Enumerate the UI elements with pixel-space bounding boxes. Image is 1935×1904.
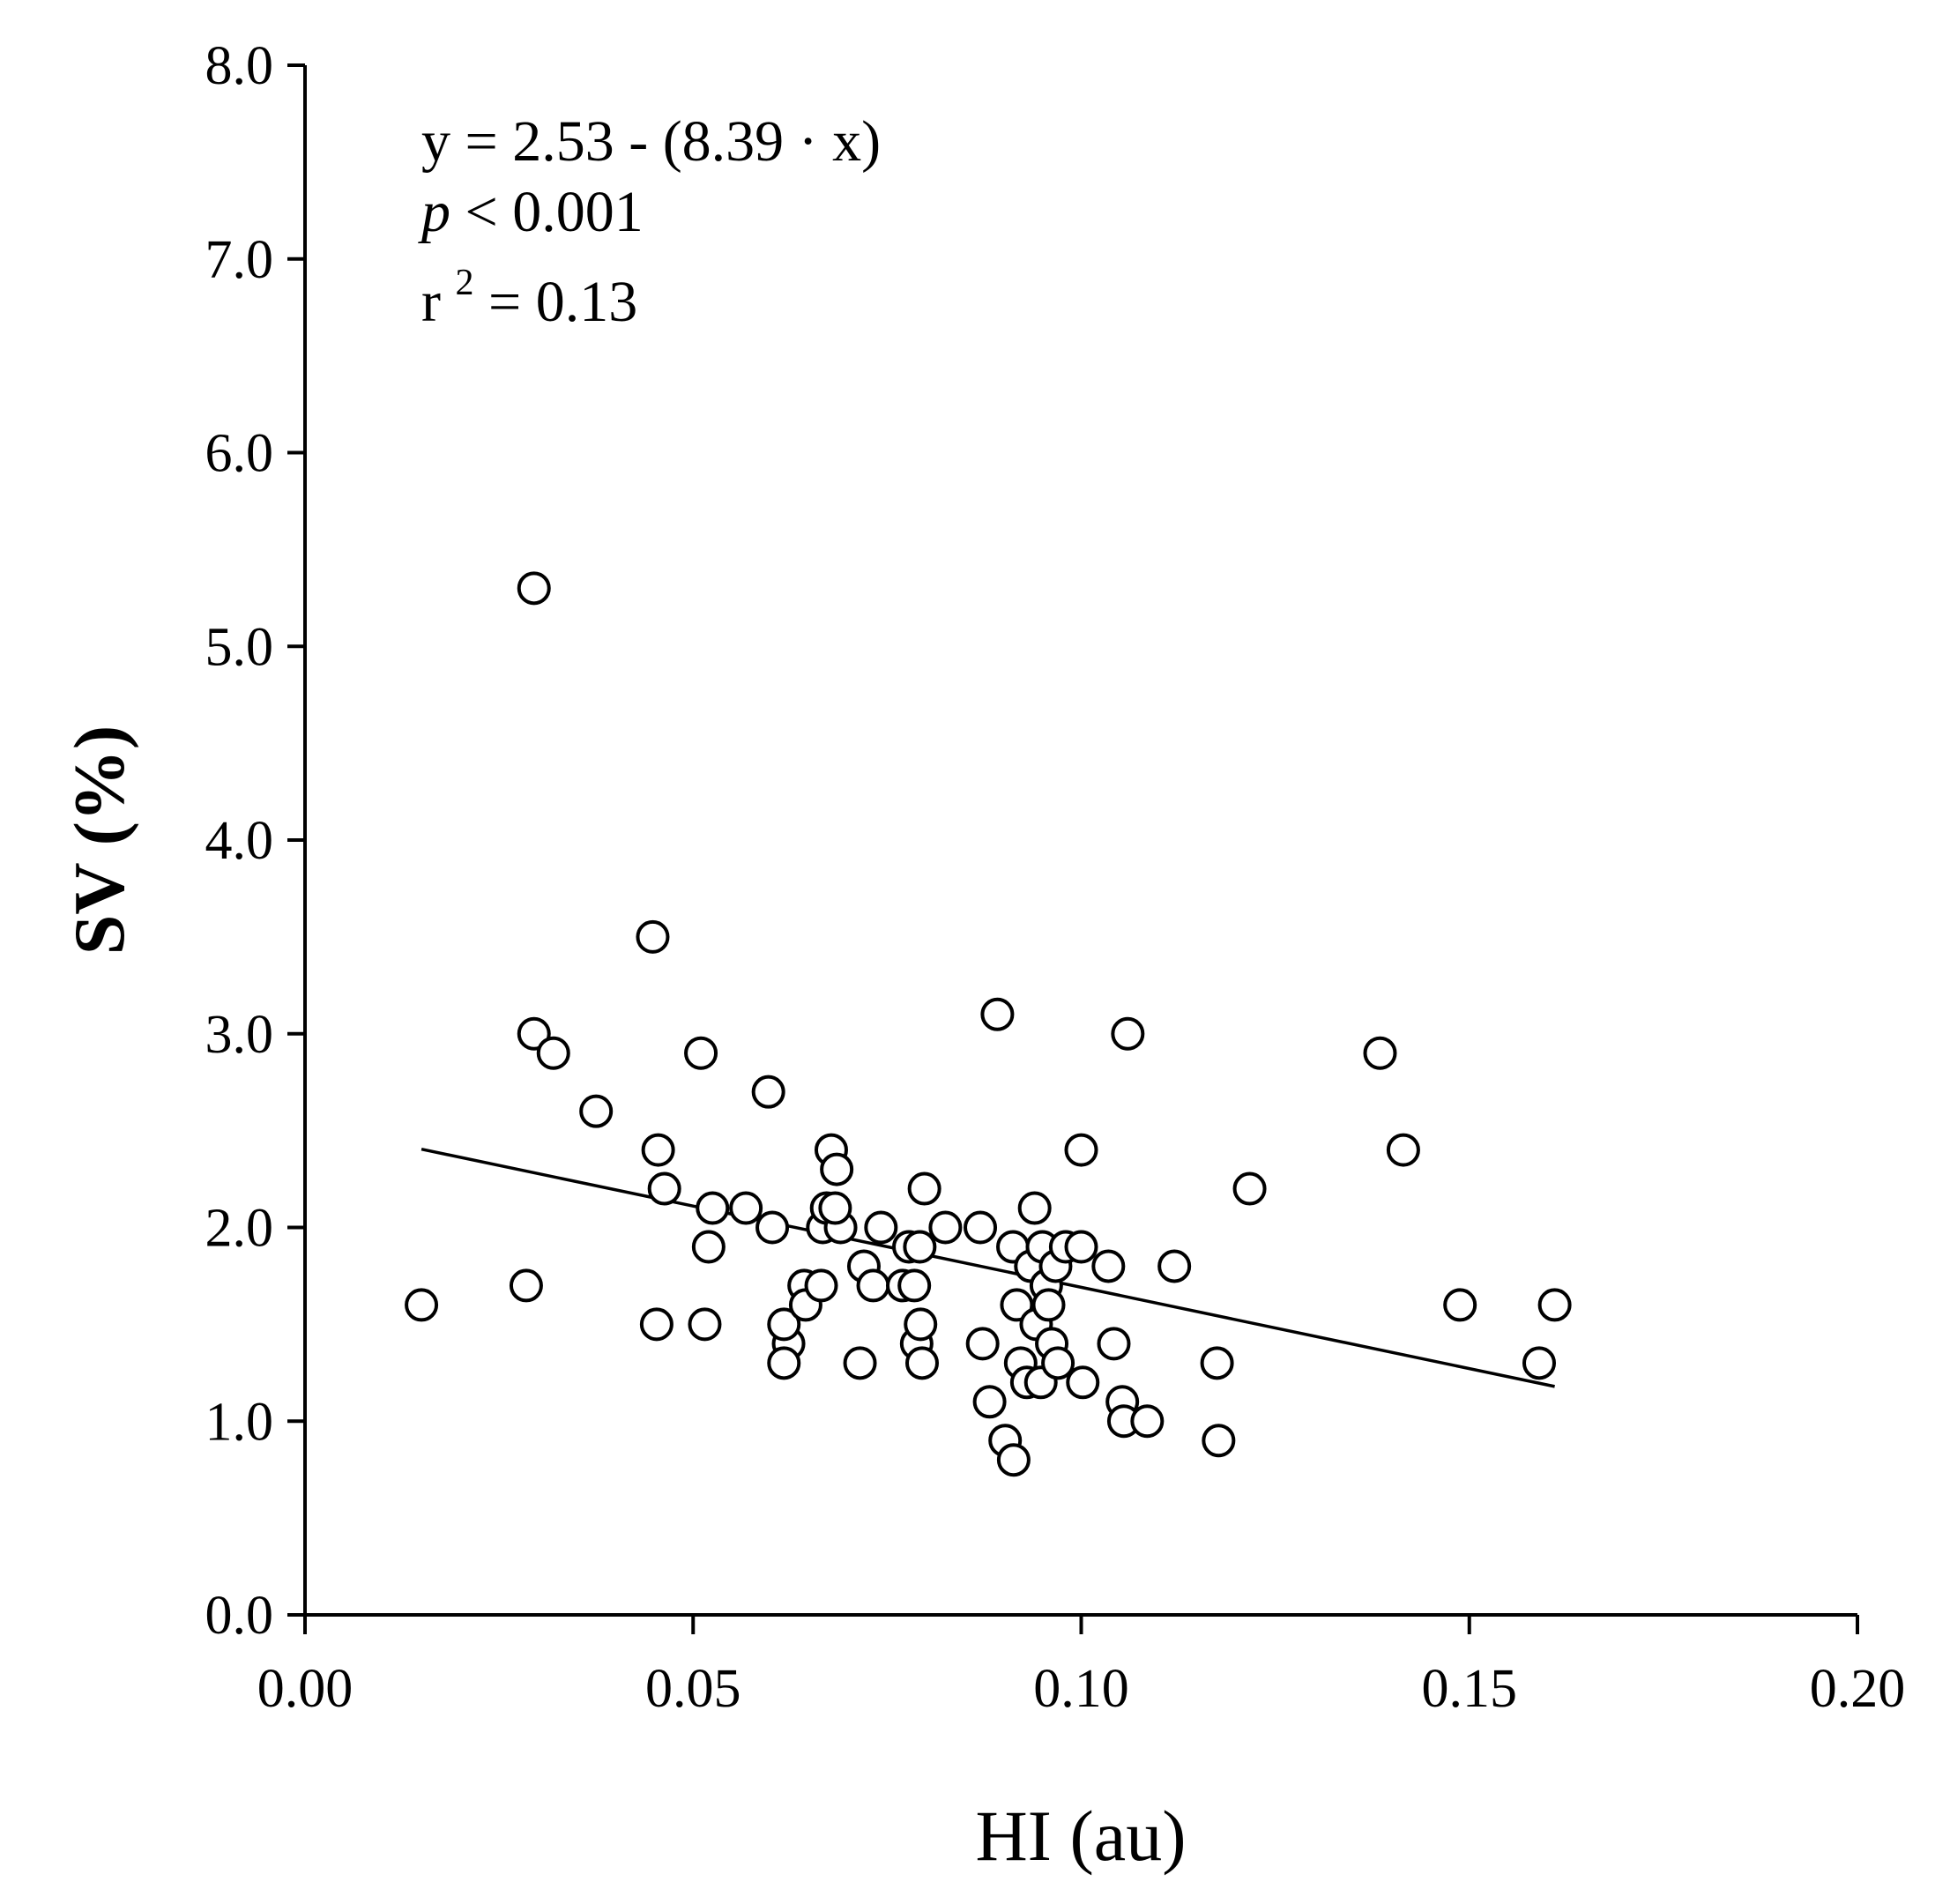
- data-point: [647, 1171, 681, 1206]
- data-point: [1522, 1346, 1556, 1380]
- data-point: [755, 1210, 790, 1245]
- data-point: [1443, 1288, 1477, 1322]
- x-tick-label: 0.10: [1033, 1659, 1129, 1719]
- data-point: [1130, 1404, 1165, 1439]
- data-point: [980, 997, 1015, 1031]
- y-tick-label: 3.0: [205, 1005, 274, 1065]
- x-tick-label: 0.05: [645, 1659, 741, 1719]
- x-tick-label: 0.15: [1422, 1659, 1518, 1719]
- data-point: [1537, 1288, 1572, 1322]
- data-point: [767, 1307, 801, 1342]
- data-point: [639, 1307, 674, 1342]
- data-point: [729, 1191, 763, 1225]
- data-point: [820, 1152, 854, 1186]
- r-squared-text: = 0.13: [488, 270, 637, 334]
- x-tick-label: 0.00: [257, 1659, 354, 1719]
- data-point: [1202, 1424, 1236, 1458]
- y-tick-label: 5.0: [205, 617, 274, 677]
- p-value-label: p < 0.001: [418, 180, 644, 244]
- data-point: [536, 1036, 570, 1070]
- data-point: [864, 1210, 898, 1245]
- data-point: [684, 1036, 718, 1070]
- p-symbol: p: [418, 180, 450, 244]
- r-squared-label: r 2 = 0.13: [421, 243, 637, 334]
- data-point: [696, 1191, 730, 1225]
- data-point: [1363, 1036, 1397, 1070]
- data-point: [996, 1443, 1031, 1477]
- data-point: [405, 1288, 439, 1322]
- data-point: [641, 1133, 675, 1167]
- data-point: [1386, 1133, 1420, 1167]
- data-point: [1232, 1171, 1267, 1206]
- r-exponent: 2: [455, 263, 473, 303]
- data-point: [965, 1327, 1000, 1361]
- data-point: [636, 919, 670, 954]
- ticks-layer: 0.0 1.0 2.0 3.0 4.0 5.0 6.0 7.0 8.0 0.00 0.05 0.10 0…: [205, 36, 1906, 1719]
- data-point: [843, 1346, 877, 1380]
- data-point: [904, 1346, 939, 1380]
- data-point: [579, 1094, 614, 1128]
- data-point: [1157, 1249, 1192, 1283]
- data-point: [897, 1268, 932, 1303]
- data-point: [751, 1075, 785, 1109]
- y-tick-label: 4.0: [205, 811, 274, 871]
- data-point: [517, 571, 551, 606]
- points-layer: [405, 571, 1572, 1477]
- data-point: [1064, 1133, 1098, 1167]
- x-axis-title: HI (au): [975, 1796, 1186, 1876]
- annotation-block: y = 2.53 - (8.39 · x) p < 0.001 r 2 = 0.…: [418, 109, 881, 334]
- data-point: [767, 1346, 801, 1380]
- data-point: [1041, 1346, 1075, 1380]
- r-symbol: r: [421, 270, 441, 334]
- data-point: [818, 1191, 852, 1225]
- y-tick-label: 1.0: [205, 1392, 274, 1452]
- data-point: [903, 1230, 937, 1264]
- y-tick-label: 7.0: [205, 230, 274, 290]
- data-point: [1066, 1365, 1100, 1400]
- data-point: [856, 1268, 890, 1303]
- data-point: [1031, 1288, 1066, 1322]
- equation-label: y = 2.53 - (8.39 · x): [421, 109, 881, 174]
- data-point: [907, 1171, 941, 1206]
- data-point: [904, 1307, 938, 1342]
- data-point: [1000, 1288, 1034, 1322]
- data-point: [1097, 1327, 1131, 1361]
- data-point: [517, 1016, 551, 1051]
- data-point: [509, 1268, 543, 1303]
- y-tick-label: 8.0: [205, 36, 274, 96]
- data-point: [1091, 1249, 1126, 1283]
- x-tick-label: 0.20: [1810, 1659, 1906, 1719]
- data-point: [691, 1230, 726, 1264]
- data-point: [1064, 1230, 1098, 1264]
- y-axis-title: SV (%): [59, 725, 139, 955]
- regression-line: [420, 1147, 1555, 1388]
- data-point: [1111, 1016, 1145, 1051]
- data-point: [1017, 1191, 1052, 1225]
- data-point: [804, 1268, 838, 1303]
- y-tick-label: 0.0: [205, 1586, 274, 1646]
- data-point: [688, 1307, 722, 1342]
- y-tick-label: 2.0: [205, 1199, 274, 1259]
- p-value-text: < 0.001: [465, 180, 644, 244]
- data-point: [1200, 1346, 1234, 1380]
- data-point: [928, 1210, 963, 1245]
- data-point: [964, 1210, 998, 1245]
- data-point: [972, 1385, 1007, 1419]
- y-tick-label: 6.0: [205, 424, 274, 484]
